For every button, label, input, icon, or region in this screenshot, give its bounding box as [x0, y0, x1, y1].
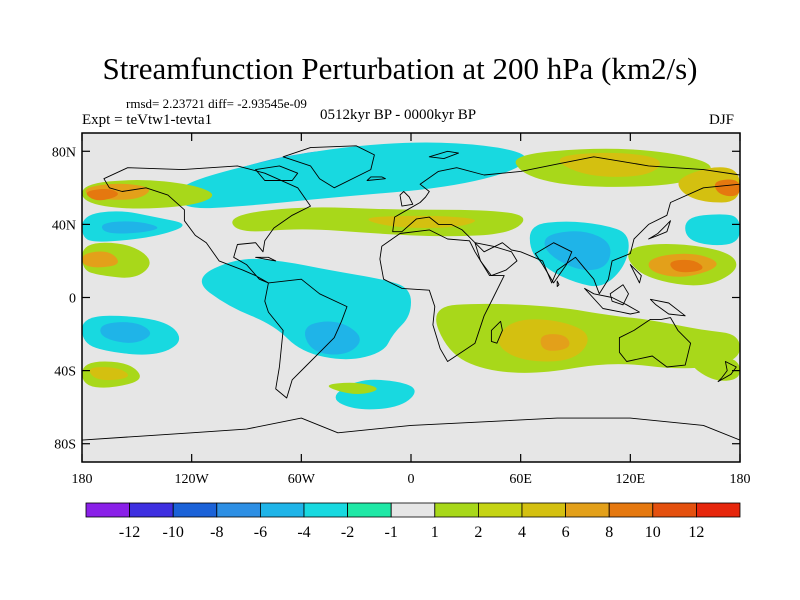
rmsd-stats: rmsd= 2.23721 diff= -2.93545e-09 — [126, 96, 307, 111]
field-region-tropical-atlantic-negative — [201, 258, 411, 360]
latitude-axis: 80N 40N 0 40S 80S — [52, 145, 740, 453]
legend-swatch — [85, 502, 130, 518]
coastline-south-america — [264, 278, 348, 399]
period-label: 0512kyr BP - 0000kyr BP — [320, 107, 477, 123]
field-region-dateline-east-core — [714, 179, 740, 197]
coastline-cuba — [255, 256, 277, 262]
legend-swatch — [259, 502, 305, 518]
coastline-borneo — [609, 284, 629, 306]
field-region-n-pacific-negative-core — [101, 221, 158, 234]
lat-tick-label: 80S — [54, 438, 76, 453]
field-region-w-pacific-positive-darkcore — [670, 259, 703, 273]
legend-swatch — [172, 502, 218, 518]
lon-tick-label: 60E — [509, 472, 532, 487]
coastline-britain — [399, 191, 414, 207]
field-region-n-pacific-positive-darkcore — [86, 189, 118, 201]
field-region-north-america-negative-edge — [177, 142, 526, 209]
longitude-axis: 180 120W 60W 0 60E 120E 180 — [72, 133, 751, 487]
lat-tick-label: 40N — [52, 218, 76, 233]
coastline-svalbard — [428, 150, 459, 160]
legend-tick-label: -2 — [341, 524, 354, 541]
map-plot-area — [81, 132, 741, 463]
coastline-baffin-island — [255, 165, 299, 181]
season-label: DJF — [709, 112, 735, 128]
field-region-s-indian-positive-darkcore — [540, 334, 570, 351]
field-region-southern-positive — [328, 382, 377, 394]
coastline-madagascar — [490, 320, 503, 344]
legend-tick-label: -6 — [254, 524, 267, 541]
legend-swatch — [129, 502, 174, 518]
contour-field-layer — [82, 142, 740, 410]
legend-tick-label: -10 — [163, 524, 184, 541]
coastline-iceland — [366, 176, 386, 181]
lat-tick-label: 40S — [54, 365, 76, 380]
coastline-indonesia — [584, 287, 640, 315]
color-legend: -12 -10 -8 -6 -4 -2 -1 1 2 4 6 8 10 12 — [85, 502, 741, 541]
lon-tick-label: 120E — [616, 472, 646, 487]
legend-swatch — [303, 502, 348, 518]
coastline-africa — [379, 229, 505, 362]
legend-swatch — [216, 502, 261, 518]
coastline-antarctica — [82, 417, 740, 462]
lon-tick-label: 60W — [288, 472, 316, 487]
coastline-layer — [82, 145, 740, 462]
legend-swatch — [477, 502, 523, 518]
legend-swatch — [652, 502, 697, 518]
legend-swatch — [521, 502, 566, 518]
legend-swatch — [608, 502, 654, 518]
coastline-australia — [618, 317, 692, 368]
coastline-greenland — [282, 145, 375, 189]
legend-tick-label: 8 — [605, 524, 613, 541]
field-region-s-pacific-negative-core — [100, 322, 151, 343]
field-region-e-pacific-positive-core — [82, 251, 118, 268]
coastline-north-america — [103, 165, 311, 284]
legend-tick-label: -8 — [210, 524, 223, 541]
legend-swatch — [347, 502, 392, 518]
field-region-asia-negative-core — [544, 231, 611, 271]
legend-tick-label: 4 — [518, 524, 526, 541]
coastline-new-guinea — [649, 298, 686, 317]
coastline-arabia — [474, 242, 518, 277]
lon-tick-label: 120W — [175, 472, 210, 487]
legend-tick-label: 1 — [431, 524, 439, 541]
lat-tick-label: 80N — [52, 145, 76, 160]
lon-tick-label: 180 — [72, 472, 93, 487]
coastline-philippines — [629, 264, 642, 284]
field-region-s-pacific-positive-core — [89, 367, 128, 381]
coastline-new-zealand — [717, 361, 737, 383]
legend-tick-label: -4 — [297, 524, 310, 541]
legend-swatch — [434, 502, 479, 518]
legend-tick-label: 2 — [474, 524, 482, 541]
legend-swatch — [565, 502, 610, 518]
legend-swatch — [696, 502, 741, 518]
field-region-mediterranean-positive-core — [368, 215, 475, 228]
coastline-sri-lanka — [556, 280, 560, 287]
legend-swatch — [390, 502, 436, 518]
lat-tick-label: 0 — [69, 292, 76, 307]
field-region-s-indian-positive — [436, 303, 740, 373]
lon-tick-label: 0 — [408, 472, 415, 487]
legend-tick-label: 12 — [688, 524, 704, 541]
legend-tick-label: -12 — [119, 524, 140, 541]
coastline-japan — [648, 220, 671, 240]
coastline-india — [534, 242, 573, 284]
legend-tick-label: 10 — [645, 524, 661, 541]
legend-tick-label: 6 — [562, 524, 570, 541]
coastline-eurasia — [392, 156, 740, 295]
experiment-label: Expt = teVtw1-tevta1 — [82, 112, 213, 128]
field-region-tropical-atlantic-negative-core — [304, 321, 360, 355]
legend-tick-label: -1 — [385, 524, 398, 541]
field-region-e-pacific-negative — [685, 214, 740, 246]
lon-tick-label: 180 — [730, 472, 751, 487]
plot-title: Streamfunction Perturbation at 200 hPa (… — [102, 51, 698, 86]
